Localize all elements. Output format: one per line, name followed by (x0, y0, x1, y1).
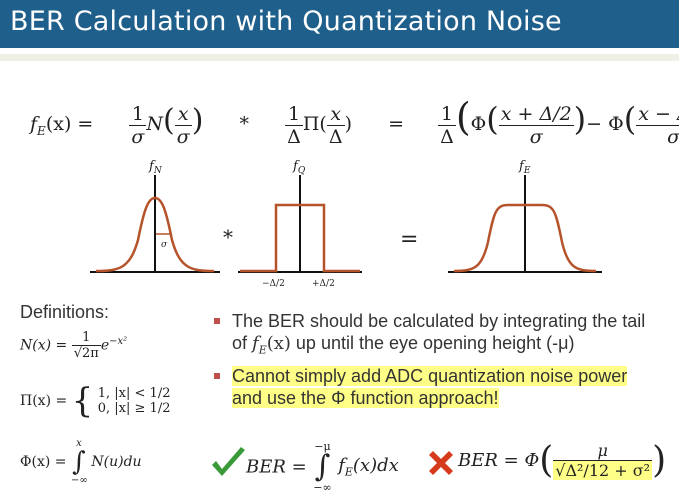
ber-phi-formula: BER = Φ(μ √Δ²/12 + σ²) (458, 440, 666, 481)
def-phi: Φ(x) = x ∫ −∞ N(u)du (20, 438, 142, 486)
definitions-heading: Definitions: (20, 302, 109, 323)
slide-title: BER Calculation with Quantization Noise (10, 6, 562, 37)
main-equation: fE(x) = 1 σ N(x σ) * 1 Δ Π(x Δ) = 1 Δ (Φ(x + Δ/2… (30, 95, 679, 148)
cross-icon (425, 447, 457, 479)
def-normal: N(x) = 1 √2π e−x² (20, 330, 127, 361)
bullet-item-integrate: The BER should be calculated by integrat… (212, 310, 662, 362)
bullet-list: The BER should be calculated by integrat… (212, 310, 662, 412)
eq-conv: * (240, 113, 250, 135)
sigma-label: σ (161, 240, 168, 250)
check-icon (208, 445, 248, 481)
eq-phi2-arg: x − Δ/2σ (636, 103, 679, 148)
convolution-diagram: σ fN * −Δ/2 +Δ/2 fQ = fE (0, 150, 679, 290)
fQ-label: fQ (292, 159, 306, 176)
fN-label: fN (148, 159, 163, 176)
bullet-marker (214, 318, 220, 324)
eq-phi1-arg: x + Δ/2 σ (499, 103, 574, 148)
def-pi: Π(x) = { 1, |x| < 1/2 0, |x| ≥ 1/2 (20, 381, 170, 421)
rect-plot: −Δ/2 +Δ/2 fQ (238, 159, 362, 289)
fE-label: fE (518, 159, 531, 176)
ber-integral-formula: BER = −μ ∫ −∞ fE(x)dx (246, 440, 399, 494)
bullet-marker (214, 373, 220, 379)
eq-lhs: fE(x) = (30, 113, 93, 135)
gaussian-plot: σ fN (90, 159, 220, 272)
title-divider (0, 54, 679, 61)
bullet-item-warning: Cannot simply add ADC quantization noise… (212, 365, 662, 409)
tick-right-label: +Δ/2 (312, 279, 335, 289)
diagram-conv-symbol: * (223, 225, 233, 249)
eq-equals: = (388, 113, 404, 135)
fE-plot: fE (448, 159, 602, 272)
diagram-eq-symbol: = (400, 227, 418, 252)
tick-left-label: −Δ/2 (262, 279, 285, 289)
